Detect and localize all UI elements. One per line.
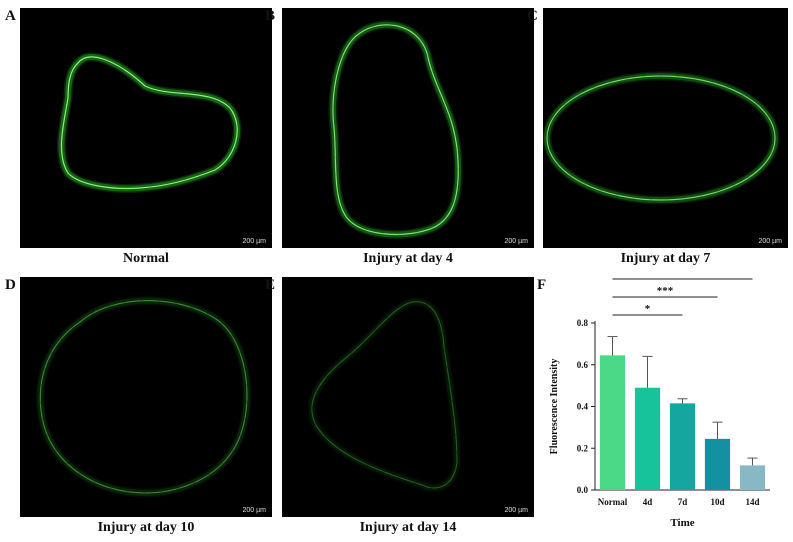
micrograph-day14: 200 µm — [282, 277, 534, 517]
x-tick-label: 10d — [710, 497, 724, 507]
vessel-ring-day7 — [543, 71, 780, 205]
caption-day14: Injury at day 14 — [359, 520, 457, 535]
y-axis-title: Fluorescence Intensity — [549, 359, 560, 455]
y-tick-label: 0.4 — [577, 402, 589, 412]
scale-bar-label: 200 µm — [242, 238, 267, 245]
caption-normal: Normal — [123, 251, 169, 266]
bar-4d — [634, 387, 661, 490]
vessel-wall-layer — [311, 301, 458, 489]
x-tick-label: 7d — [678, 497, 688, 507]
panel-letter-e: E — [265, 277, 276, 293]
vessel-wall-layer — [58, 54, 241, 192]
x-tick-label: 14d — [745, 497, 759, 507]
vessel-wall-layer — [544, 73, 778, 203]
panel-letter-d: D — [5, 277, 16, 293]
micrograph-day7: 200 µm — [543, 8, 788, 248]
bar-10d — [704, 438, 731, 490]
y-tick-label: 0.2 — [577, 443, 589, 453]
panel-letter-a: A — [5, 8, 16, 24]
vessel-wall-layer — [329, 21, 462, 238]
fluorescence-bar-chart: 0.00.20.40.60.8Normal4d7d10d14d********T… — [549, 275, 770, 529]
bar-normal — [599, 355, 626, 490]
bar-14d — [739, 465, 766, 490]
caption-day4: Injury at day 4 — [363, 251, 453, 266]
y-tick-label: 0.0 — [577, 485, 589, 495]
y-tick-label: 0.6 — [577, 360, 589, 370]
x-tick-label: 4d — [643, 497, 653, 507]
significance-label: * — [645, 303, 651, 315]
vessel-wall-layer — [328, 20, 463, 239]
micrograph-day10: 200 µm — [20, 277, 272, 517]
panel-letter-f: F — [537, 277, 547, 293]
vessel-wall-layer — [37, 297, 250, 496]
vessel-wall-layer — [332, 24, 459, 235]
x-axis-title: Time — [670, 517, 694, 529]
vessel-ring-day10 — [35, 296, 252, 498]
vessel-ring-normal — [57, 52, 242, 193]
vessel-wall-layer — [61, 56, 238, 189]
vessel-wall-layer — [312, 302, 457, 488]
vessel-wall-layer — [311, 301, 458, 489]
scale-bar-label: 200 µm — [242, 507, 267, 514]
vessel-wall-layer — [308, 298, 461, 491]
panel-letter-c: C — [527, 8, 538, 24]
vessel-ring-day4 — [328, 20, 463, 239]
vessel-ring-day14 — [308, 298, 461, 491]
vessel-wall-layer — [332, 24, 459, 236]
bar-7d — [669, 403, 696, 490]
vessel-wall-layer — [35, 296, 252, 498]
scale-bar-label: 200 µm — [504, 507, 529, 514]
panel-letter-b: B — [265, 8, 276, 24]
vessel-wall-layer — [39, 300, 248, 494]
x-tick-label: Normal — [598, 497, 628, 507]
micrograph-normal: 200 µm — [20, 8, 272, 248]
micrograph-day4: 200 µm — [282, 8, 534, 248]
vessel-wall-layer — [546, 75, 776, 201]
scale-bar-label: 200 µm — [758, 238, 783, 245]
y-tick-label: 0.8 — [577, 318, 589, 328]
caption-day10: Injury at day 10 — [97, 520, 195, 535]
significance-label: **** — [672, 275, 695, 279]
caption-day7: Injury at day 7 — [620, 251, 711, 266]
vessel-wall-layer — [40, 300, 248, 494]
scale-bar-label: 200 µm — [504, 238, 529, 245]
significance-label: *** — [657, 285, 674, 297]
